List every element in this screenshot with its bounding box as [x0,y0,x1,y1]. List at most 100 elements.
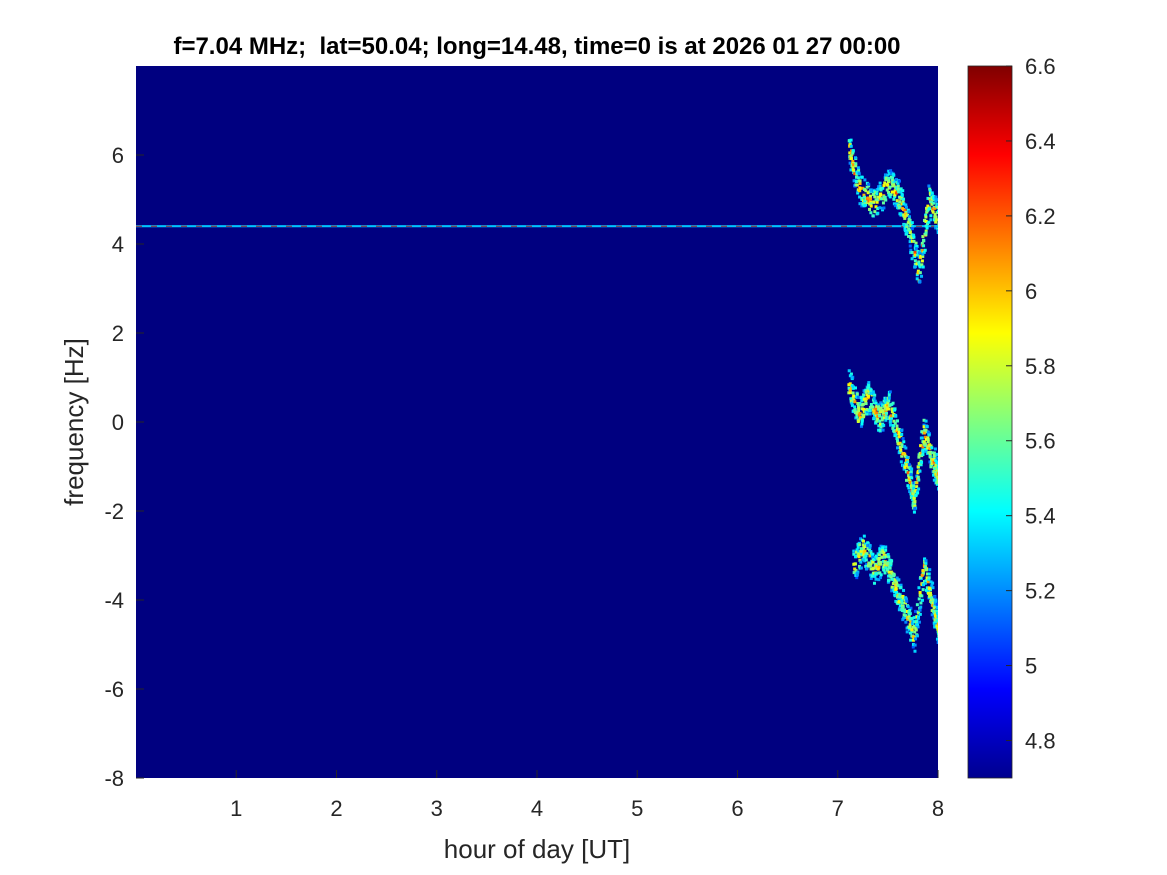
trace-point [887,396,891,400]
trace-point [906,221,910,225]
trace-point [878,184,882,188]
colorbar-tick-label: 6.6 [1025,54,1056,79]
trace-point [858,179,862,183]
trace-point [918,280,922,284]
trace-point [921,445,925,449]
trace-point [853,172,857,176]
trace-point [928,568,932,572]
trace-point [933,625,937,629]
trace-point [863,199,867,203]
trace-point [871,192,875,196]
trace-point [917,487,921,491]
trace-point [924,568,928,572]
trace-point [914,628,918,632]
trace-point [895,419,899,423]
trace-point [879,560,883,564]
trace-point [856,545,860,549]
trace-point [860,407,864,411]
trace-point [935,211,938,215]
trace-point [862,193,866,197]
trace-point [865,563,869,567]
trace-point [888,574,892,578]
trace-point [887,190,891,194]
trace-point [935,456,938,460]
trace-point [916,253,920,257]
trace-point [889,192,893,196]
trace-point [865,566,869,570]
trace-point [885,554,889,558]
trace-point [900,432,904,436]
trace-point [896,439,900,443]
trace-point [904,205,908,209]
trace-point [908,612,912,616]
trace-point [897,187,901,191]
trace-point [916,465,920,469]
trace-point [891,581,895,585]
trace-point [921,588,925,592]
trace-point [905,224,909,228]
trace-point [919,575,923,579]
y-axis-label: frequency [Hz] [59,338,89,506]
trace-point [848,151,852,155]
trace-point [880,197,884,201]
trace-point [930,462,934,466]
trace-point [869,562,873,566]
trace-point [911,635,915,639]
trace-point [884,415,888,419]
trace-point [935,218,938,222]
y-tick-label: -4 [104,588,124,613]
trace-point [878,414,882,418]
trace-point [851,396,855,400]
trace-point [882,404,886,408]
trace-point [912,616,916,620]
trace-point [858,186,862,190]
trace-point [909,248,913,252]
trace-point [863,178,867,182]
trace-point [884,397,888,401]
trace-point [899,585,903,589]
trace-point [927,207,931,211]
trace-point [908,215,912,219]
trace-point [909,606,913,610]
trace-point [890,414,894,418]
trace-point [907,614,911,618]
trace-point [902,440,906,444]
trace-point [889,561,893,565]
trace-point [907,210,911,214]
trace-point [923,557,927,561]
trace-point [885,188,889,192]
trace-point [920,598,924,602]
trace-point [862,415,866,419]
trace-point [864,558,868,562]
trace-point [888,390,892,394]
trace-point [863,559,867,563]
trace-point [856,411,860,415]
x-tick-label: 3 [431,796,443,821]
trace-point [878,181,882,185]
trace-point [869,576,873,580]
trace-point [882,423,886,427]
trace-point [933,471,937,475]
trace-point [922,423,926,427]
trace-point [871,571,875,575]
colorbar-tick-label: 6 [1025,279,1037,304]
trace-point [858,195,862,199]
trace-point [936,465,938,469]
trace-point [855,548,859,552]
trace-point [876,557,880,561]
trace-point [869,403,873,407]
trace-point [919,444,923,448]
trace-point [927,591,931,595]
trace-point [851,168,855,172]
trace-point [915,262,919,266]
trace-point [913,504,917,508]
trace-point [858,189,862,193]
trace-point [895,199,899,203]
trace-point [885,567,889,571]
trace-point [886,401,890,405]
trace-point [884,565,888,569]
trace-point [909,470,913,474]
trace-point [849,391,853,395]
trace-point [903,610,907,614]
